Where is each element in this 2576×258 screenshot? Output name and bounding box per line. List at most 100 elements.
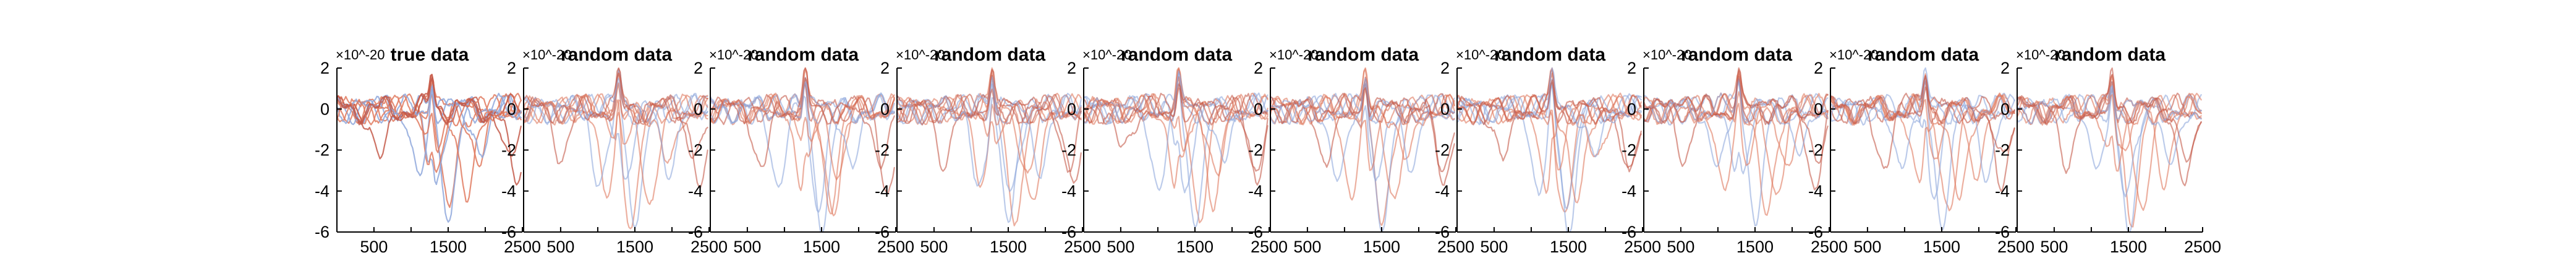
y-exponent-label: ×10^-20: [1082, 47, 1131, 62]
y-tick-label: 2: [1067, 59, 1076, 77]
y-tick-label: 0: [320, 100, 329, 118]
series-line: [522, 72, 708, 159]
panel-title: random data: [561, 45, 672, 65]
series-line: [2016, 67, 2202, 163]
panel-title: random data: [1868, 45, 1979, 65]
panel-title: true data: [391, 45, 469, 65]
y-tick-label: -2: [1808, 141, 1823, 160]
y-tick-label: -4: [875, 182, 890, 200]
y-exponent-label: ×10^-20: [896, 47, 945, 62]
y-tick-label: -4: [501, 182, 516, 200]
y-tick-label: 2: [880, 59, 890, 77]
series-line: [336, 92, 522, 153]
panel-title: random data: [1307, 45, 1419, 65]
x-tick-label: 2500: [1624, 238, 1661, 256]
x-tick-label: 2500: [1064, 238, 1101, 256]
y-tick-label: -6: [315, 223, 329, 241]
x-tick-label: 500: [546, 238, 574, 256]
y-tick-label: -2: [1248, 141, 1263, 160]
y-tick-label: -6: [1435, 223, 1450, 241]
y-exponent-label: ×10^-20: [1456, 47, 1505, 62]
x-tick-label: 1500: [1550, 238, 1587, 256]
y-tick-label: 2: [1814, 59, 1823, 77]
y-tick-label: 2: [1440, 59, 1450, 77]
y-tick-label: -4: [1995, 182, 2010, 200]
x-tick-label: 500: [1293, 238, 1321, 256]
y-tick-label: -4: [1061, 182, 1076, 200]
y-tick-label: -4: [1622, 182, 1636, 200]
x-tick-label: 2500: [1251, 238, 1288, 256]
x-tick-label: 1500: [1176, 238, 1214, 256]
y-exponent-label: ×10^-20: [336, 47, 385, 62]
series-line: [709, 92, 895, 142]
y-tick-label: 0: [1814, 100, 1823, 118]
series-line: [1456, 79, 1642, 173]
x-tick-label: 2500: [504, 238, 541, 256]
y-tick-label: -4: [688, 182, 703, 200]
series-line: [1829, 80, 2015, 192]
series-line: [1829, 75, 2015, 152]
y-tick-label: 2: [1254, 59, 1263, 77]
panel-title: random data: [747, 45, 859, 65]
y-tick-label: -4: [315, 182, 329, 200]
y-tick-label: -6: [1622, 223, 1636, 241]
x-tick-label: 1500: [803, 238, 840, 256]
series-line: [522, 77, 708, 181]
y-tick-label: 0: [694, 100, 703, 118]
x-tick-label: 500: [1667, 238, 1694, 256]
x-tick-label: 500: [733, 238, 761, 256]
y-tick-label: -2: [688, 141, 703, 160]
x-tick-label: 500: [1853, 238, 1881, 256]
y-tick-label: -6: [1061, 223, 1076, 241]
series-line: [1082, 67, 1269, 177]
x-tick-label: 500: [360, 238, 388, 256]
panel-title: random data: [2054, 45, 2166, 65]
y-tick-label: -6: [688, 223, 703, 241]
y-tick-label: 2: [507, 59, 516, 77]
y-tick-label: -6: [1808, 223, 1823, 241]
x-tick-label: 1500: [616, 238, 653, 256]
series-line: [709, 67, 895, 170]
series-line: [1829, 67, 2015, 183]
y-tick-label: -2: [1061, 141, 1076, 160]
series-line: [522, 95, 708, 199]
series-line: [1082, 84, 1269, 172]
series-line: [709, 82, 895, 170]
series-line: [1456, 67, 1642, 158]
panel-title: random data: [1494, 45, 1605, 65]
y-tick-label: 0: [880, 100, 890, 118]
y-tick-label: 2: [694, 59, 703, 77]
series-line: [2016, 92, 2202, 152]
y-tick-label: 2: [320, 59, 329, 77]
panel-title: random data: [934, 45, 1045, 65]
y-tick-label: -2: [315, 141, 329, 160]
series-line: [336, 93, 522, 173]
y-tick-label: 2: [1627, 59, 1636, 77]
y-exponent-label: ×10^-20: [2016, 47, 2065, 62]
series-line: [336, 86, 522, 158]
series-line: [1456, 94, 1642, 194]
series-line: [896, 95, 1082, 145]
y-exponent-label: ×10^-20: [709, 47, 758, 62]
y-tick-label: -6: [1248, 223, 1263, 241]
x-tick-label: 2500: [2184, 238, 2221, 256]
series-line: [1269, 67, 1455, 160]
series-line: [336, 77, 522, 157]
y-exponent-label: ×10^-20: [1269, 47, 1318, 62]
y-tick-label: -2: [1622, 141, 1636, 160]
x-tick-label: 2500: [1437, 238, 1474, 256]
x-tick-label: 1500: [1363, 238, 1400, 256]
x-tick-label: 1500: [1736, 238, 1774, 256]
series-line: [1643, 72, 1829, 166]
panel-title: random data: [1681, 45, 1792, 65]
y-tick-label: 0: [1627, 100, 1636, 118]
y-tick-label: 2: [2000, 59, 2010, 77]
x-tick-label: 2500: [691, 238, 728, 256]
